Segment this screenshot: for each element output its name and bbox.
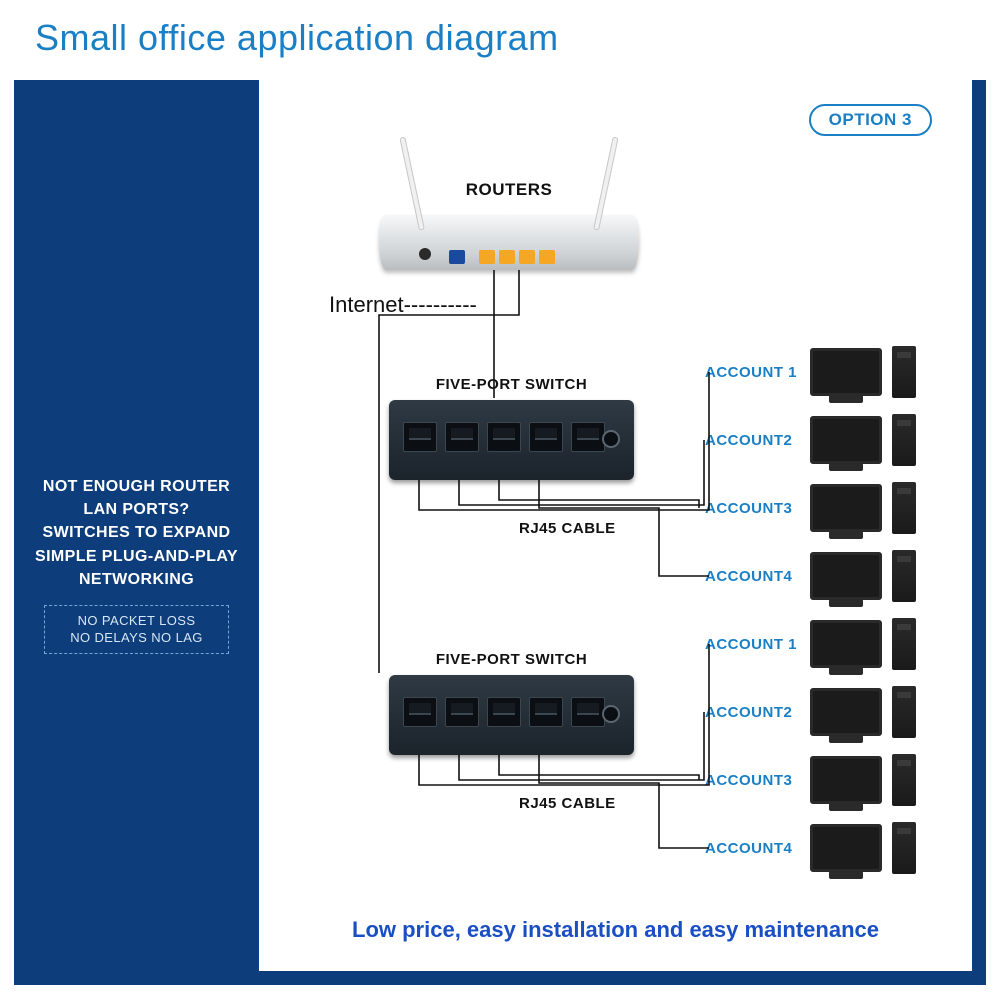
title-bar: Small office application diagram [0,0,1000,75]
rj45-port-icon [529,697,563,727]
rj45-port-icon [571,422,605,452]
account-label: ACCOUNT 1 [705,636,800,653]
pc-tower-icon [892,550,916,602]
wire [499,755,699,780]
pc-tower-icon [892,618,916,670]
rj45-port-icon [487,697,521,727]
rj45-port-icon [403,422,437,452]
badge-line: NO DELAYS NO LAG [49,629,224,647]
pc-row: ACCOUNT 1 [705,338,940,406]
rj45-port-icon [445,697,479,727]
router-power-icon [419,248,431,260]
switch-ports [403,422,605,452]
lan-port-icon [499,250,515,264]
pc-tower-icon [892,686,916,738]
account-label: ACCOUNT4 [705,568,800,585]
account-label: ACCOUNT 1 [705,364,800,381]
switch-device-1: FIVE-PORT SWITCH [389,400,634,480]
bottom-tagline: Low price, easy installation and easy ma… [352,917,879,943]
wire [499,480,699,508]
router-device: ROUTERS [379,215,639,270]
power-jack-icon [602,430,620,448]
pc-row: ACCOUNT3 [705,474,940,542]
monitor-icon [810,552,882,600]
router-label: ROUTERS [466,180,553,200]
rj45-port-icon [529,422,563,452]
account-label: ACCOUNT4 [705,840,800,857]
left-line: NOT ENOUGH ROUTER [14,475,259,498]
power-jack-icon [602,705,620,723]
monitor-icon [810,348,882,396]
rj45-port-icon [403,697,437,727]
antenna-icon [399,136,425,230]
pc-row: ACCOUNT4 [705,542,940,610]
pc-row: ACCOUNT4 [705,814,940,882]
pc-row: ACCOUNT3 [705,746,940,814]
internet-label: Internet---------- [329,292,477,318]
left-panel-text: NOT ENOUGH ROUTER LAN PORTS? SWITCHES TO… [14,475,259,654]
pc-tower-icon [892,822,916,874]
pc-row: ACCOUNT2 [705,678,940,746]
option-pill: OPTION 3 [809,104,932,136]
monitor-icon [810,756,882,804]
lan-port-icon [479,250,495,264]
switch-label: FIVE-PORT SWITCH [436,376,587,393]
wan-port-icon [449,250,465,264]
pc-row: ACCOUNT2 [705,406,940,474]
pc-tower-icon [892,482,916,534]
lan-port-icon [519,250,535,264]
rj45-cable-label: RJ45 CABLE [519,520,616,537]
monitor-icon [810,688,882,736]
pc-group-2: ACCOUNT 1 ACCOUNT2 ACCOUNT3 ACCOUNT4 [705,610,940,882]
switch-ports [403,697,605,727]
monitor-icon [810,620,882,668]
pc-group-1: ACCOUNT 1 ACCOUNT2 ACCOUNT3 ACCOUNT4 [705,338,940,610]
page-title: Small office application diagram [35,17,559,59]
left-badge: NO PACKET LOSS NO DELAYS NO LAG [44,605,229,654]
pc-tower-icon [892,754,916,806]
rj45-port-icon [487,422,521,452]
router-ports [449,250,555,264]
account-label: ACCOUNT3 [705,772,800,789]
rj45-cable-label: RJ45 CABLE [519,795,616,812]
left-panel: NOT ENOUGH ROUTER LAN PORTS? SWITCHES TO… [14,80,259,985]
diagram-area: OPTION 3 ROUTERS Internet---------- FIVE… [259,80,986,985]
account-label: ACCOUNT2 [705,432,800,449]
badge-line: NO PACKET LOSS [49,612,224,630]
account-label: ACCOUNT2 [705,704,800,721]
antenna-icon [593,136,619,230]
monitor-icon [810,824,882,872]
left-line: SWITCHES TO EXPAND [14,521,259,544]
left-line: LAN PORTS? [14,498,259,521]
monitor-icon [810,416,882,464]
monitor-icon [810,484,882,532]
pc-tower-icon [892,346,916,398]
pc-row: ACCOUNT 1 [705,610,940,678]
switch-device-2: FIVE-PORT SWITCH [389,675,634,755]
account-label: ACCOUNT3 [705,500,800,517]
rj45-port-icon [445,422,479,452]
left-line: NETWORKING [14,568,259,591]
rj45-port-icon [571,697,605,727]
lan-port-icon [539,250,555,264]
pc-tower-icon [892,414,916,466]
switch-label: FIVE-PORT SWITCH [436,651,587,668]
left-line: SIMPLE PLUG-AND-PLAY [14,545,259,568]
